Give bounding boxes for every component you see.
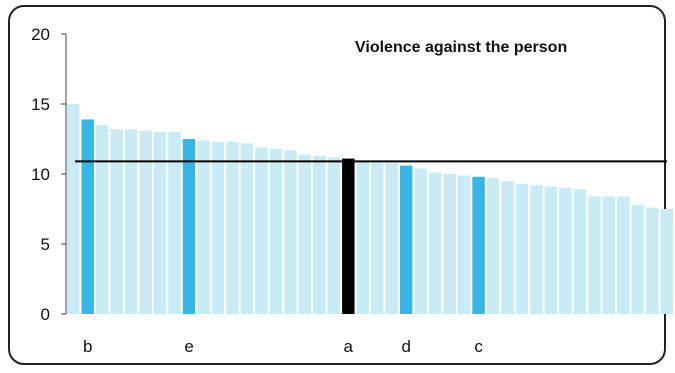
bar <box>631 204 645 314</box>
bar <box>298 154 312 314</box>
bar <box>559 188 572 314</box>
y-ticks-group: 0 5 10 15 20 <box>31 25 66 324</box>
bar <box>660 209 673 314</box>
bar <box>457 175 471 314</box>
y-tick-label: 5 <box>41 235 50 254</box>
bar-a <box>342 158 355 314</box>
bar <box>356 161 369 314</box>
bar <box>313 155 326 314</box>
bar <box>646 207 659 314</box>
bar <box>124 129 138 314</box>
bar <box>139 130 152 314</box>
category-label-c: c <box>474 337 483 356</box>
bar <box>211 141 225 314</box>
bar <box>95 125 109 314</box>
bar <box>197 140 210 314</box>
y-tick-label: 15 <box>31 95 50 114</box>
chart-title: Violence against the person <box>355 39 567 56</box>
bar <box>602 196 616 314</box>
category-label-a: a <box>344 337 354 356</box>
bar <box>371 162 384 314</box>
bar <box>617 196 630 314</box>
bar-c <box>472 176 485 314</box>
y-tick-label: 0 <box>41 305 50 324</box>
bar <box>153 132 167 314</box>
bar <box>588 196 601 314</box>
bar <box>414 168 427 314</box>
bars-group <box>67 104 673 315</box>
bar <box>544 186 558 314</box>
bar <box>284 150 297 314</box>
y-tick-label: 20 <box>31 25 50 44</box>
y-tick-label: 10 <box>31 165 50 184</box>
bar <box>168 132 181 314</box>
bar <box>428 172 442 314</box>
category-label-d: d <box>401 337 410 356</box>
bar <box>530 185 543 314</box>
bar-e <box>182 139 196 314</box>
bar <box>255 147 268 314</box>
bar <box>573 189 587 314</box>
bar-d <box>399 165 413 314</box>
category-label-e: e <box>184 337 193 356</box>
bar <box>443 174 456 314</box>
bar <box>501 181 514 314</box>
bar <box>269 148 283 314</box>
bar-b <box>81 119 94 315</box>
category-label-b: b <box>83 337 92 356</box>
bar <box>226 141 239 314</box>
bar <box>67 104 80 314</box>
bar <box>110 129 123 314</box>
bar <box>327 157 341 314</box>
bar <box>515 183 529 314</box>
bar <box>240 143 254 314</box>
bar <box>385 162 398 314</box>
bar <box>486 178 500 314</box>
